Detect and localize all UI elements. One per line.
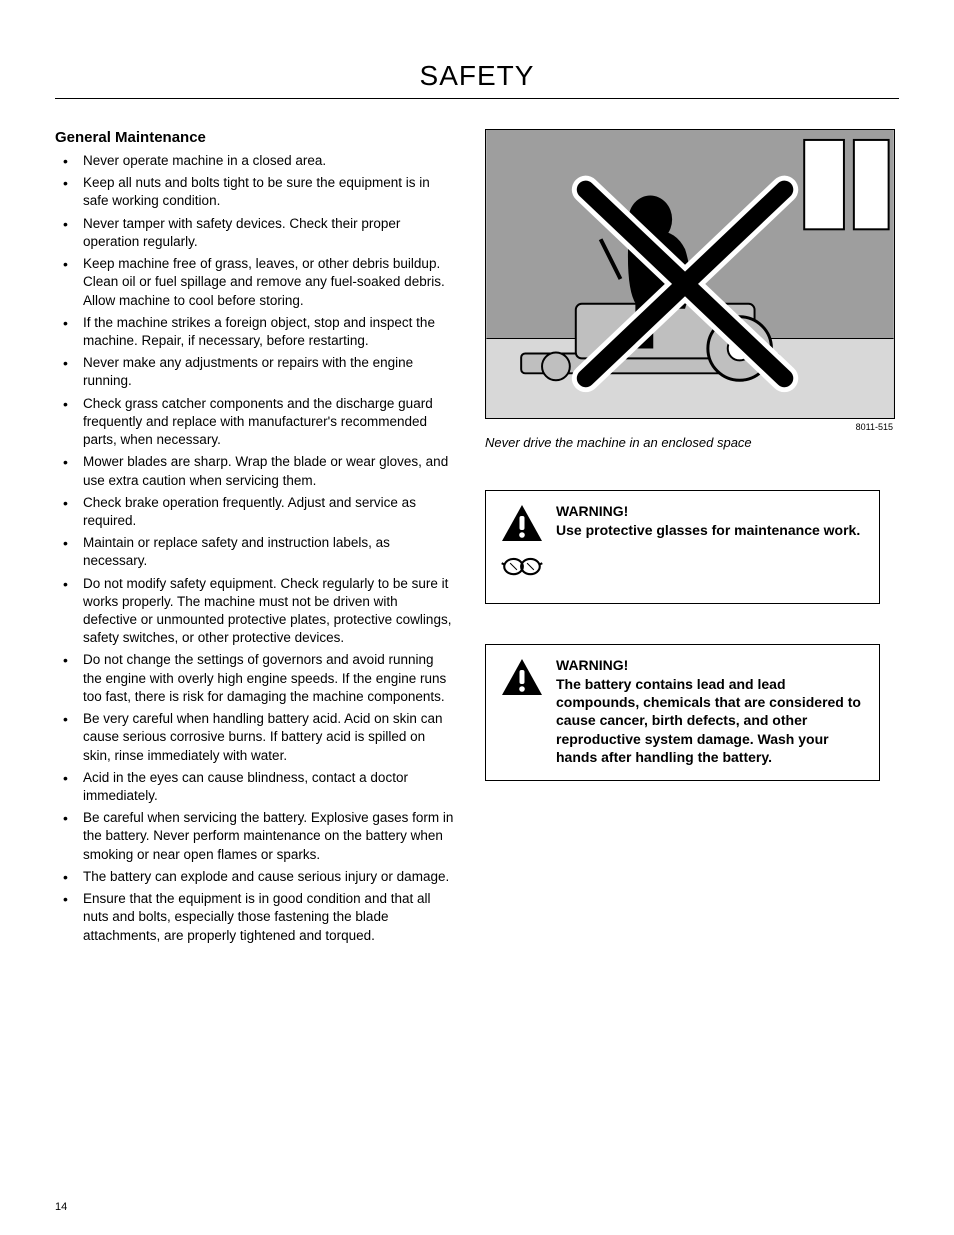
bullet-item: Maintain or replace safety and instructi… (55, 534, 455, 570)
bullet-item: Acid in the eyes can cause blindness, co… (55, 769, 455, 805)
content-columns: General Maintenance Never operate machin… (55, 129, 899, 949)
bullet-item: Check brake operation frequently. Adjust… (55, 494, 455, 530)
warning-triangle-icon (500, 503, 544, 543)
bullet-item: If the machine strikes a foreign object,… (55, 314, 455, 350)
warning-body: The battery contains lead and lead compo… (556, 675, 865, 766)
bullet-list: Never operate machine in a closed area. K… (55, 152, 455, 945)
figure-reference: 8011-515 (485, 422, 893, 432)
bullet-item: Check grass catcher components and the d… (55, 395, 455, 450)
bullet-item: Be careful when servicing the battery. E… (55, 809, 455, 864)
warning-triangle-icon (500, 657, 544, 697)
warning-row (500, 553, 865, 589)
bullet-item: The battery can explode and cause seriou… (55, 868, 455, 886)
warning-box: WARNING! The battery contains lead and le… (485, 644, 880, 781)
warning-body: Use protective glasses for maintenance w… (556, 521, 865, 539)
left-column: General Maintenance Never operate machin… (55, 129, 455, 949)
warning-title: WARNING! (556, 503, 865, 519)
section-heading: General Maintenance (55, 129, 455, 146)
figure-caption: Never drive the machine in an enclosed s… (485, 435, 895, 450)
bullet-item: Never make any adjustments or repairs wi… (55, 354, 455, 390)
page-title: SAFETY (55, 60, 899, 99)
warning-row: WARNING! Use protective glasses for maint… (500, 503, 865, 543)
right-column: 8011-515 Never drive the machine in an e… (485, 129, 895, 949)
bullet-item: Ensure that the equipment is in good con… (55, 890, 455, 945)
bullet-item: Do not modify safety equipment. Check re… (55, 575, 455, 648)
warning-text: WARNING! The battery contains lead and le… (556, 657, 865, 766)
page-number: 14 (55, 1201, 67, 1213)
bullet-item: Be very careful when handling battery ac… (55, 710, 455, 765)
warning-title: WARNING! (556, 657, 865, 673)
bullet-item: Mower blades are sharp. Wrap the blade o… (55, 453, 455, 489)
bullet-item: Never tamper with safety devices. Check … (55, 215, 455, 251)
warning-text: WARNING! Use protective glasses for maint… (556, 503, 865, 539)
warning-box: WARNING! Use protective glasses for maint… (485, 490, 880, 604)
bullet-item: Keep all nuts and bolts tight to be sure… (55, 174, 455, 210)
bullet-item: Never operate machine in a closed area. (55, 152, 455, 170)
bullet-item: Do not change the settings of governors … (55, 651, 455, 706)
warning-row: WARNING! The battery contains lead and le… (500, 657, 865, 766)
enclosed-space-figure (485, 129, 895, 419)
bullet-item: Keep machine free of grass, leaves, or o… (55, 255, 455, 310)
safety-glasses-icon (500, 553, 544, 589)
